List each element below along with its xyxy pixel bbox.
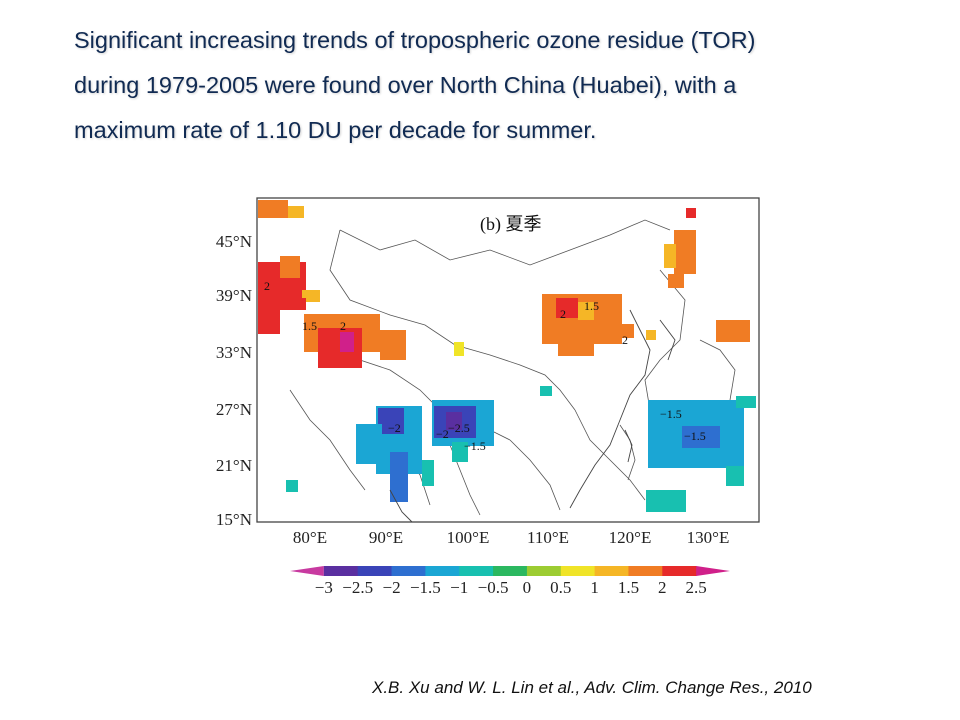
colorbar-segment: [628, 566, 663, 576]
trend-cell: [716, 320, 750, 342]
trend-cell: [622, 324, 634, 338]
colorbar-tick-label: −0.5: [477, 578, 509, 597]
trend-cell: [578, 302, 594, 320]
trend-cell: [540, 386, 552, 396]
trend-cell: [668, 274, 684, 288]
trend-cell: [288, 206, 304, 218]
headline-line-2: during 1979-2005 were found over North C…: [74, 72, 737, 98]
colorbar-segment: [526, 566, 562, 576]
contour-labels: 2 1.5 2 2 1.5 2 −2 −2.5 −2 −1.5 −1.5 −1.…: [264, 279, 706, 453]
x-tick-label: 120°E: [608, 528, 652, 547]
headline-line-1: Significant increasing trends of troposp…: [74, 27, 756, 53]
y-tick-label: 45°N: [215, 232, 252, 251]
colorbar-segment: [594, 566, 629, 576]
colorbar-segment: [493, 566, 528, 576]
trend-cell: [258, 200, 288, 218]
headline-line-3: maximum rate of 1.10 DU per decade for s…: [74, 117, 597, 143]
trend-cell: [380, 330, 406, 360]
contour-label: 1.5: [302, 319, 317, 333]
colorbar: [290, 566, 730, 576]
panel-label: (b) 夏季: [480, 214, 542, 235]
y-tick-label: 27°N: [215, 400, 252, 419]
contour-label: 2: [264, 279, 270, 293]
trend-cell: [390, 452, 408, 502]
citation: X.B. Xu and W. L. Lin et al., Adv. Clim.…: [372, 678, 812, 697]
colorbar-segment: [290, 566, 324, 576]
colorbar-segment: [323, 566, 359, 576]
contour-label: −2: [436, 427, 449, 441]
contour-label: −1.5: [464, 439, 486, 453]
colorbar-segment: [696, 566, 730, 576]
trend-cell: [556, 298, 578, 318]
colorbar-tick-label: −1: [450, 578, 469, 597]
trend-cell: [682, 426, 720, 448]
trend-cell: [452, 442, 468, 462]
contour-label: −2.5: [448, 421, 470, 435]
colorbar-segment: [662, 566, 697, 576]
colorbar-tick-label: −2.5: [342, 578, 374, 597]
trend-cell: [736, 396, 756, 408]
colorbar-tick-label: −3: [314, 578, 333, 597]
colorbar-tick-label: 0.5: [550, 578, 572, 597]
colorbar-tick-label: 1: [590, 578, 599, 597]
trend-cell: [258, 310, 280, 334]
trend-cell: [686, 208, 696, 218]
colorbar-segment: [391, 566, 426, 576]
y-tick-label: 15°N: [215, 510, 252, 529]
trend-map-figure: 2 1.5 2 2 1.5 2 −2 −2.5 −2 −1.5 −1.5 −1.…: [190, 190, 770, 610]
trend-cell: [422, 460, 434, 486]
trend-cell: [280, 256, 300, 278]
trend-cell: [558, 340, 594, 356]
trend-cell: [340, 332, 354, 352]
contour-label: 2: [622, 333, 628, 347]
trend-cell: [726, 466, 744, 486]
colorbar-tick-label: 0: [522, 578, 532, 597]
y-tick-label: 33°N: [215, 343, 252, 362]
y-tick-label: 39°N: [215, 286, 252, 305]
trend-cell: [378, 408, 404, 434]
trend-cell: [446, 412, 462, 430]
colorbar-segment: [560, 566, 596, 576]
coastline-overlay: [389, 309, 676, 523]
colorbar-tick-label: −2: [382, 578, 401, 597]
trend-cells: [258, 200, 756, 512]
trend-cell: [664, 244, 676, 268]
contour-label: −1.5: [660, 407, 682, 421]
trend-cell: [356, 424, 382, 464]
trend-cell: [674, 230, 696, 274]
x-tick-label: 130°E: [686, 528, 730, 547]
x-tick-label: 90°E: [368, 528, 404, 547]
contour-label: −2: [388, 421, 401, 435]
colorbar-tick-label: 1.5: [617, 578, 640, 597]
trend-cell: [646, 330, 656, 340]
trend-cell: [302, 290, 310, 298]
colorbar-tick-label: −1.5: [409, 578, 441, 597]
colorbar-segment: [357, 566, 393, 576]
x-tick-label: 80°E: [292, 528, 328, 547]
x-tick-label: 100°E: [446, 528, 490, 547]
colorbar-segment: [425, 566, 460, 576]
colorbar-tick-label: 2: [658, 578, 667, 597]
y-tick-label: 21°N: [215, 456, 252, 475]
colorbar-segment: [459, 566, 494, 576]
trend-map-svg: 2 1.5 2 2 1.5 2 −2 −2.5 −2 −1.5 −1.5 −1.…: [256, 197, 760, 576]
contour-label: −1.5: [684, 429, 706, 443]
trend-cell: [286, 480, 298, 492]
contour-label: 2: [340, 319, 346, 333]
colorbar-tick-label: 2.5: [685, 578, 707, 597]
x-tick-label: 110°E: [526, 528, 570, 547]
contour-label: 1.5: [584, 299, 599, 313]
trend-cell: [646, 490, 686, 512]
headline-text: Significant increasing trends of troposp…: [74, 18, 904, 153]
trend-cell: [454, 342, 464, 356]
contour-label: 2: [560, 307, 566, 321]
